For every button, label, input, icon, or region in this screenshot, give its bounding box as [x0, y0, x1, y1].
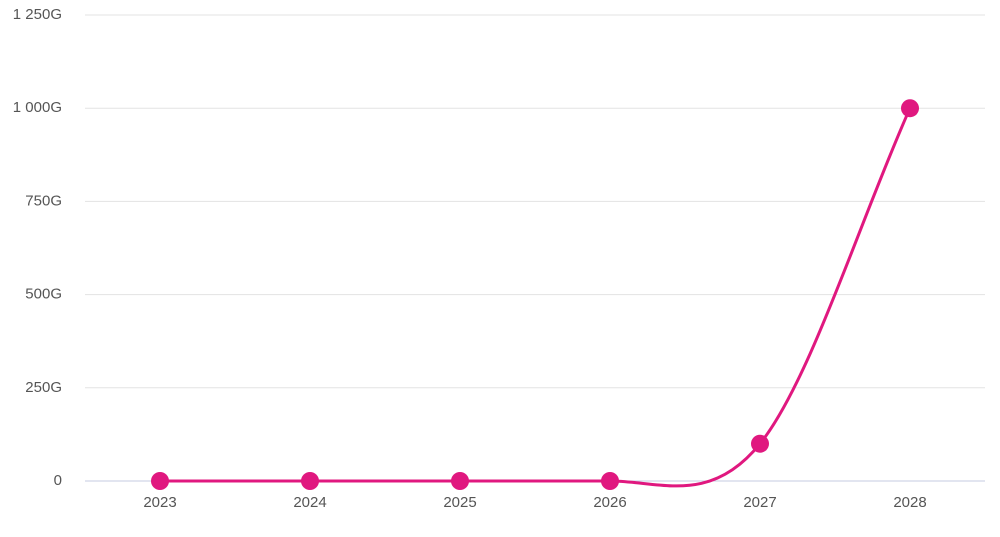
y-tick-label: 500G	[25, 286, 62, 303]
x-tick-label: 2023	[143, 494, 176, 511]
y-tick-label: 250G	[25, 379, 62, 396]
y-tick-label: 750G	[25, 192, 62, 209]
x-tick-label: 2027	[743, 494, 776, 511]
line	[160, 107, 912, 488]
y-tick-label: 0	[54, 472, 62, 489]
y-tick-label: 1 000G	[13, 99, 62, 116]
point	[151, 472, 169, 490]
y-tick-label: 1 250G	[13, 6, 62, 23]
x-tick-label: 2025	[443, 494, 476, 511]
x-tick-label: 2024	[293, 494, 326, 511]
x-tick-label: 2026	[593, 494, 626, 511]
point	[301, 472, 319, 490]
point	[901, 99, 919, 118]
x-tick-label: 2028	[893, 494, 926, 511]
point	[601, 472, 619, 490]
point	[751, 434, 769, 453]
point	[451, 472, 469, 490]
